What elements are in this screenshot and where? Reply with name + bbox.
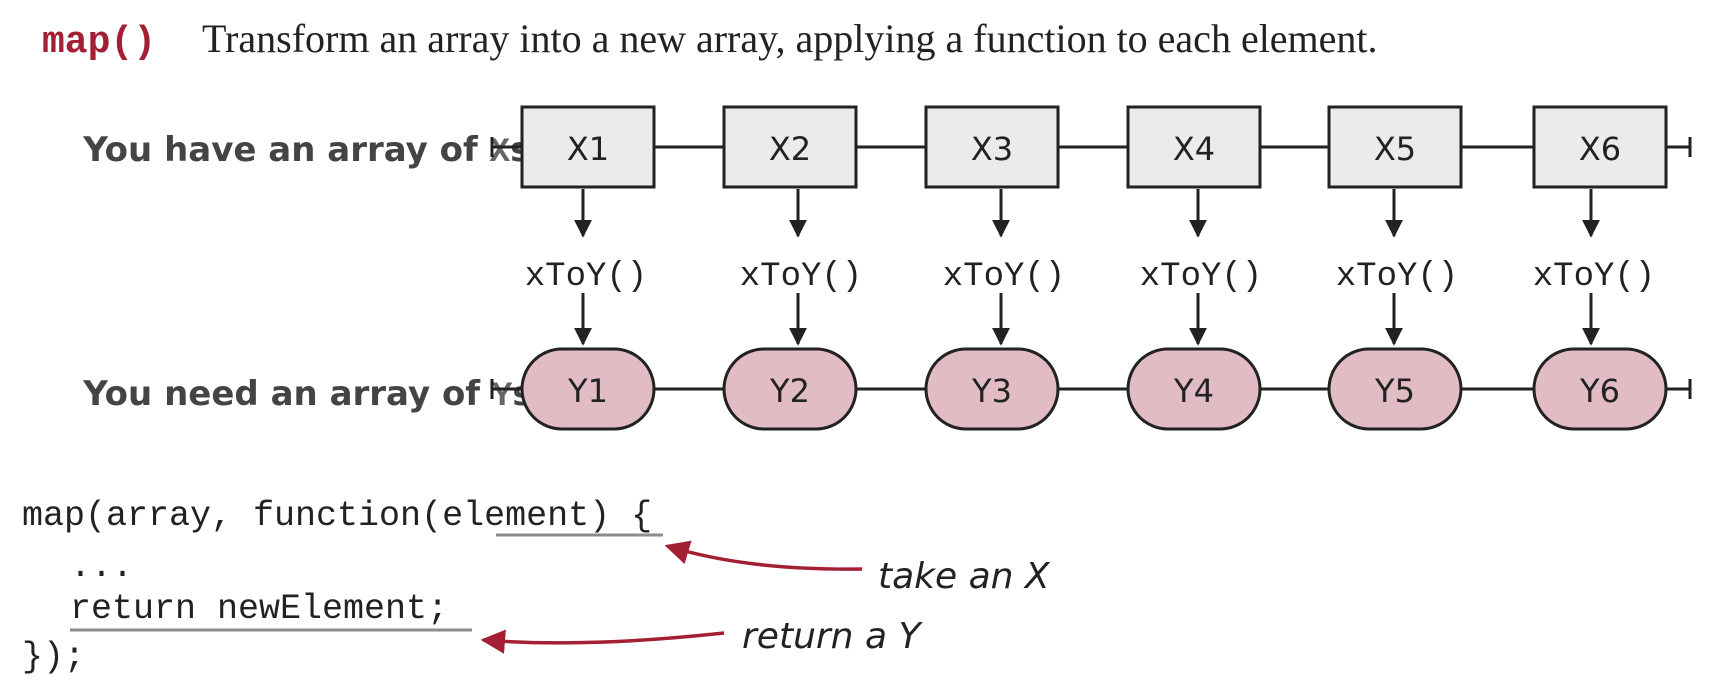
input-element-label: X2 xyxy=(769,130,811,168)
output-element-pill xyxy=(1532,347,1668,431)
output-element-pill xyxy=(722,347,858,431)
transform-function-label: xToY() xyxy=(1533,258,1655,296)
input-element-box xyxy=(1327,105,1463,189)
output-element-pill xyxy=(1126,347,1262,431)
input-element-label: X4 xyxy=(1173,130,1215,168)
input-label-code: X xyxy=(490,134,511,172)
element-column: X5 xToY() Y5 xyxy=(1327,105,1463,431)
input-element-box xyxy=(722,105,858,189)
output-element-label: Y3 xyxy=(971,372,1012,410)
code-block: map(array, function(element) { ... retur… xyxy=(22,496,652,677)
output-label-prefix: You need an array of xyxy=(82,374,492,414)
input-element-label: X1 xyxy=(567,130,609,168)
input-element-box xyxy=(1126,105,1262,189)
code-return-statement: return newElement xyxy=(70,589,427,629)
output-element-pill xyxy=(924,347,1060,431)
code-element-param: element xyxy=(442,496,589,536)
code-map-call: map(array, function( xyxy=(22,496,442,536)
output-array xyxy=(490,379,1692,399)
transform-function-label: xToY() xyxy=(943,258,1065,296)
output-element-label: Y6 xyxy=(1579,372,1620,410)
output-label-code: Y xyxy=(492,378,513,416)
take-annotation-arrow xyxy=(664,540,863,571)
output-element-label: Y5 xyxy=(1374,372,1415,410)
input-element-label: X6 xyxy=(1579,130,1621,168)
function-name: map() xyxy=(42,21,156,64)
transform-function-label: xToY() xyxy=(525,258,647,296)
input-element-label: X3 xyxy=(971,130,1013,168)
input-element-box xyxy=(924,105,1060,189)
output-element-label: Y4 xyxy=(1173,372,1214,410)
element-column: X2 xToY() Y2 xyxy=(722,105,862,431)
output-element-pill xyxy=(520,347,656,431)
transform-function-label: xToY() xyxy=(1336,258,1458,296)
code-line-1: map(array, function(element) { xyxy=(22,496,652,536)
code-line-2: ... xyxy=(70,547,133,587)
input-array xyxy=(490,137,1692,157)
output-row-label: You need an array of Ys xyxy=(24,374,568,416)
output-element-pill xyxy=(1327,347,1463,431)
transform-function-label: xToY() xyxy=(1140,258,1262,296)
input-element-box xyxy=(520,105,656,189)
function-description: Transform an array into a new array, app… xyxy=(202,16,1378,61)
output-element-label: Y1 xyxy=(567,372,608,410)
code-line-4: }); xyxy=(22,637,85,677)
input-row-label: You have an array of Xs xyxy=(24,130,566,172)
return-annotation-arrow xyxy=(480,629,725,654)
code-semicolon: ; xyxy=(427,589,448,629)
input-label-prefix: You have an array of xyxy=(82,130,489,170)
code-open-brace: ) { xyxy=(589,496,652,536)
element-column: X4 xToY() Y4 xyxy=(1126,105,1262,431)
header-line: map() Transform an array into a new arra… xyxy=(22,16,1390,64)
element-column: X6 xToY() Y6 xyxy=(1532,105,1668,431)
element-column: X1 xToY() Y1 xyxy=(520,105,656,431)
element-column: X3 xToY() Y3 xyxy=(924,105,1065,431)
input-element-label: X5 xyxy=(1374,130,1416,168)
take-annotation: take an X xyxy=(878,556,1051,597)
transform-function-label: xToY() xyxy=(740,258,862,296)
output-element-label: Y2 xyxy=(769,372,810,410)
code-line-3: return newElement; xyxy=(70,589,448,629)
return-annotation: return a Y xyxy=(742,616,923,657)
input-element-box xyxy=(1532,105,1668,189)
